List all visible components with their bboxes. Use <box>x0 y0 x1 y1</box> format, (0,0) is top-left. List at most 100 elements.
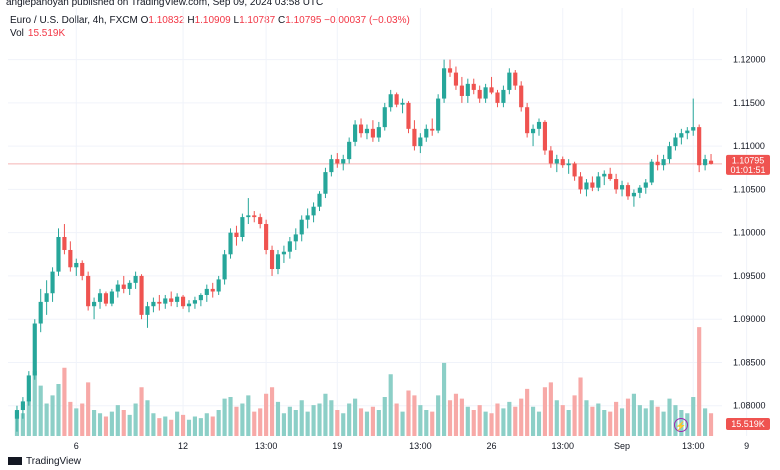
candle-body <box>169 298 174 302</box>
time-tick-label: 12 <box>178 441 188 451</box>
volume-bar <box>56 384 61 436</box>
candle-body <box>424 128 429 138</box>
volume-bar <box>305 411 310 436</box>
volume-bar <box>97 413 103 436</box>
candle-body <box>412 128 417 147</box>
volume-bar <box>139 387 144 436</box>
candle-body <box>465 83 470 96</box>
volume-bar <box>424 410 429 436</box>
candle-body <box>614 179 619 190</box>
volume-bar <box>388 374 393 436</box>
candle-body <box>394 94 399 105</box>
candle-body <box>299 219 304 235</box>
volume-bar <box>264 393 269 436</box>
candle-body <box>388 94 393 108</box>
last-volume-box <box>726 418 770 430</box>
price-tick-label: 1.10000 <box>733 228 766 238</box>
open-label: O <box>140 15 149 26</box>
volume-bar <box>507 401 512 436</box>
candle-body <box>210 288 215 292</box>
candle-body <box>287 241 292 252</box>
candle-body <box>317 193 322 207</box>
candle-body <box>400 102 405 105</box>
chart-legend: Euro / U.S. Dollar, 4h, FXCM O1.10832 H1… <box>10 14 410 28</box>
price-axis[interactable]: 1.12000 1.11500 1.11000 1.10500 1.10000 1.095… <box>733 55 766 411</box>
volume-bar <box>655 406 660 436</box>
volume-bar <box>234 406 239 436</box>
time-tick-label: 6 <box>74 441 79 451</box>
logo-text: TradingView <box>26 456 82 467</box>
price-tick-label: 1.10500 <box>733 184 766 194</box>
candle-body <box>38 301 43 324</box>
volume-bar <box>584 400 589 436</box>
price-tick-label: 1.09000 <box>733 314 766 324</box>
candle-body <box>501 89 506 103</box>
time-axis[interactable]: 6 12 13:00 19 13:00 26 13:00 Sep 13:00 9 <box>74 441 749 451</box>
candle-body <box>358 124 364 134</box>
volume-bar <box>382 397 387 436</box>
volume-bar <box>121 410 126 436</box>
candle-body <box>145 306 150 315</box>
flash-icon[interactable]: ⚡ <box>674 418 688 432</box>
volume-bar <box>103 416 109 436</box>
volume-bar <box>489 413 494 436</box>
candle-body <box>97 293 103 302</box>
candle-body <box>495 92 500 103</box>
volume-bar <box>637 405 642 436</box>
price-tick-label: 1.09500 <box>733 271 766 281</box>
candle-body <box>68 249 73 268</box>
volume-bar <box>228 397 233 436</box>
candle-body <box>661 159 666 166</box>
candle-body <box>151 301 156 307</box>
candle-body <box>560 159 565 166</box>
volume-bar <box>92 410 97 436</box>
volume-legend: Vol 15.519K <box>10 28 65 39</box>
candle-body <box>519 85 524 108</box>
low-label: L <box>233 15 240 26</box>
volume-bar <box>281 413 286 436</box>
close-value: 1.10795 <box>285 15 322 26</box>
candle-body <box>590 182 595 188</box>
volume-bar <box>26 400 31 436</box>
volume-bar <box>293 410 298 436</box>
price-tick-label: 1.08000 <box>733 401 766 411</box>
candle-body <box>62 237 67 250</box>
candle-body <box>74 262 79 268</box>
candle-body <box>252 215 257 218</box>
volume-bar <box>572 395 577 436</box>
price-tick-label: 1.11000 <box>733 141 765 151</box>
volume-bar <box>596 403 601 436</box>
tradingview-logo[interactable]: TradingView <box>8 456 81 467</box>
candle-body <box>477 89 482 99</box>
volume-bar <box>204 413 209 436</box>
candle-body <box>281 251 286 255</box>
time-tick-label: 13:00 <box>409 441 432 451</box>
volume-bar <box>127 414 132 436</box>
candle-body <box>264 224 269 250</box>
volume-bar <box>625 398 631 436</box>
candle-body <box>667 146 672 160</box>
candle-body <box>649 161 654 183</box>
price-tick-label: 1.12000 <box>733 55 766 65</box>
publish-info: angiepanoyan published on TradingView.co… <box>6 0 324 8</box>
candle-body <box>311 206 316 216</box>
volume-bar <box>353 398 358 436</box>
volume-bar <box>542 387 548 436</box>
last-volume-label: 15.519K <box>731 419 765 429</box>
candle-body <box>542 121 548 151</box>
high-label: H <box>187 15 195 26</box>
volume-bar <box>269 387 275 436</box>
volume-bar <box>548 382 553 436</box>
volume-bar <box>649 400 654 436</box>
volume-bar <box>602 410 607 436</box>
candle-body <box>602 173 607 177</box>
volume-bar <box>20 413 25 436</box>
candle-body <box>471 83 476 90</box>
volume-bar <box>358 408 364 436</box>
candle-body <box>703 159 708 166</box>
candle-body <box>436 98 441 131</box>
volume-bar <box>614 401 619 436</box>
volume-bar <box>186 419 192 436</box>
candle-body <box>364 128 370 134</box>
